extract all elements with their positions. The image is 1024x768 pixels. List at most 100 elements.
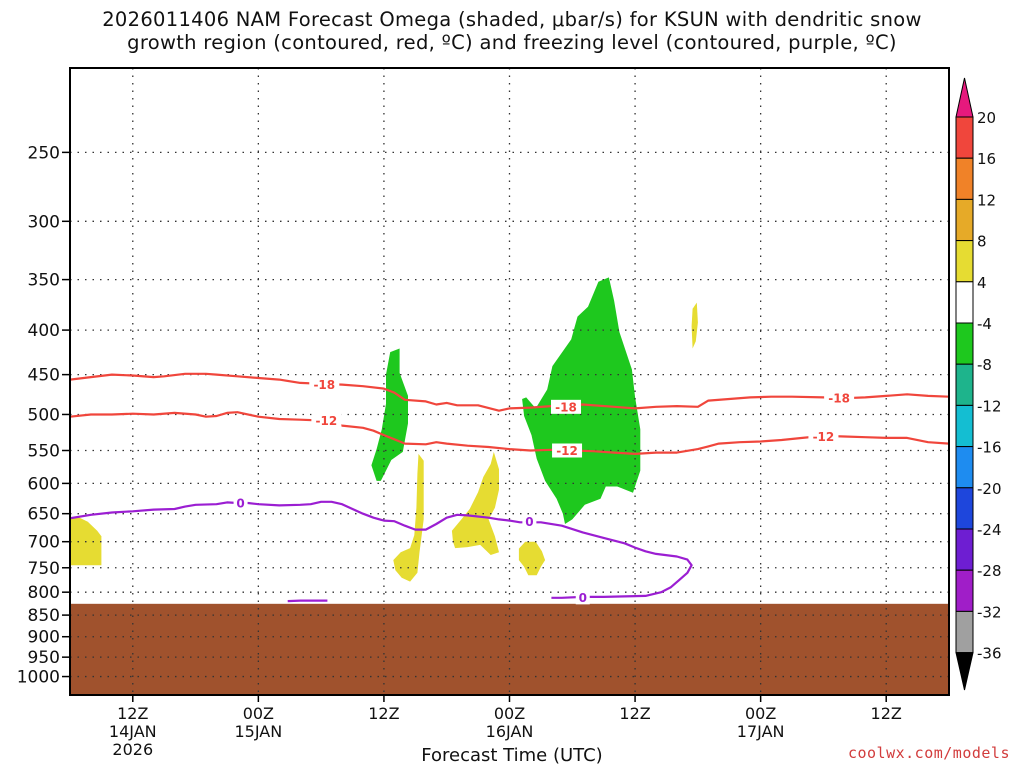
x-tick-label-4-line1: 12Z (619, 704, 650, 723)
colorbar-label-5: -4 (977, 315, 992, 333)
colorbar-label-13: -36 (977, 645, 1002, 663)
contour-line-0 (70, 372, 949, 412)
x-tick-label-5-line1: 00Z (745, 704, 776, 723)
omega-region-0 (371, 348, 408, 481)
ground-fill (70, 603, 949, 695)
colorbar-label-11: -28 (977, 562, 1002, 580)
contour-label-bg-1-0 (311, 413, 342, 428)
colorbar-swatch-10 (955, 528, 974, 571)
contour-line-1 (70, 411, 949, 455)
contour-label-bg-2-1 (522, 514, 537, 529)
contour-label-1-0: -12 (316, 414, 338, 428)
omega-shading-layer (70, 277, 698, 582)
colorbar-swatch-2 (955, 198, 974, 242)
colorbar-label-7: -12 (977, 397, 1002, 415)
x-tick-label-2-line1: 12Z (368, 704, 399, 723)
chart-title-line-1: 2026011406 NAM Forecast Omega (shaded, μ… (102, 8, 922, 31)
contour-label-1-1: -12 (556, 444, 578, 458)
x-tick-label-0-line1: 12Z (117, 704, 148, 723)
y-tick-label-850: 850 (28, 606, 60, 626)
contour-label-bg-0-0 (309, 377, 340, 392)
y-tick-label-600: 600 (28, 474, 60, 494)
x-tick-label-3-line1: 00Z (494, 704, 525, 723)
contour-label-bg-1-1 (552, 443, 583, 458)
x-axis-title: Forecast Time (UTC) (421, 745, 603, 766)
colorbar-swatch-9 (955, 487, 974, 530)
contour-layer (70, 372, 949, 603)
y-tick-label-250: 250 (28, 143, 60, 163)
contour-label-1-2: -12 (813, 430, 835, 444)
x-tick-label-5-line2: 17JAN (737, 722, 785, 741)
y-tick-label-400: 400 (28, 321, 60, 341)
contour-label-bg-2-0 (233, 496, 248, 511)
contour-label-0-1: -18 (555, 400, 577, 414)
contour-label-2-2: 0 (579, 591, 587, 605)
contour-label-bg-1-2 (808, 429, 839, 444)
x-tick-label-3-line2: 16JAN (486, 722, 534, 741)
contour-label-layer: -18 -18 -18 -12 -12 -12 0 0 0 (233, 377, 855, 605)
contour-label-2-0: 0 (236, 497, 244, 511)
y-tick-label-700: 700 (28, 533, 60, 553)
chart-title: 2026011406 NAM Forecast Omega (shaded, μ… (0, 8, 1024, 54)
contour-label-0-0: -18 (313, 378, 335, 392)
colorbar-label-1: 16 (977, 150, 996, 168)
y-tick-label-300: 300 (28, 212, 60, 232)
colorbar: 20 16 12 8 4 -4 -8 -12 -16 -20 -24 -28 -32 -36 (955, 77, 1002, 691)
colorbar-swatch-7 (955, 404, 974, 448)
x-tick-label-0-line2: 14JAN (109, 722, 157, 741)
x-tick-label-1-line2: 15JAN (234, 722, 282, 741)
omega-region-1 (522, 277, 641, 524)
y-axis: 2503003504004505005506006507007508008509… (17, 143, 70, 688)
y-tick-label-450: 450 (28, 366, 60, 386)
colorbar-swatch-11 (955, 569, 974, 612)
contour-label-bg-0-2 (824, 391, 855, 406)
chart-title-line-2: growth region (contoured, red, ºC) and f… (127, 31, 897, 54)
colorbar-label-4: 4 (977, 274, 987, 292)
colorbar-swatch-0 (955, 116, 974, 159)
colorbar-label-0: 20 (977, 109, 996, 127)
colorbar-label-12: -32 (977, 603, 1002, 621)
colorbar-swatch-3 (955, 240, 974, 283)
plot-area: -18 -18 -18 -12 -12 -12 0 0 0 (70, 68, 949, 695)
colorbar-label-10: -24 (977, 521, 1002, 539)
omega-region-6 (691, 302, 698, 349)
y-tick-label-350: 350 (28, 271, 60, 291)
contour-label-2-1: 0 (525, 515, 533, 529)
x-tick-label-0-line3: 2026 (112, 740, 153, 759)
contour-label-bg-2-2 (575, 590, 590, 605)
colorbar-label-2: 12 (977, 191, 996, 209)
colorbar-swatch-5 (955, 322, 974, 365)
contour-label-0-2: -18 (828, 392, 850, 406)
colorbar-swatch-6 (955, 363, 974, 406)
colorbar-top-arrow (955, 77, 974, 118)
ground-layer (70, 603, 949, 695)
y-tick-label-1000: 1000 (17, 668, 60, 688)
contour-label-bg-0-1 (551, 399, 582, 414)
y-tick-label-550: 550 (28, 442, 60, 462)
colorbar-bottom-arrow (955, 652, 974, 691)
x-tick-label-1-line1: 00Z (243, 704, 274, 723)
colorbar-label-6: -8 (977, 356, 992, 374)
colorbar-label-8: -16 (977, 439, 1002, 457)
colorbar-swatch-8 (955, 446, 974, 489)
omega-region-3 (393, 453, 424, 582)
y-tick-label-950: 950 (28, 648, 60, 668)
y-tick-label-650: 650 (28, 505, 60, 525)
omega-region-4 (451, 451, 499, 555)
grid-layer (70, 68, 949, 695)
colorbar-swatch-1 (955, 157, 974, 200)
colorbar-label-3: 8 (977, 233, 987, 251)
credit-text: coolwx.com/models (847, 744, 1010, 762)
x-tick-label-6-line1: 12Z (871, 704, 902, 723)
colorbar-swatch-4 (955, 281, 974, 324)
omega-region-5 (518, 541, 546, 576)
y-tick-label-500: 500 (28, 405, 60, 425)
colorbar-label-9: -20 (977, 480, 1002, 498)
colorbar-swatch-12 (955, 610, 974, 654)
y-tick-label-800: 800 (28, 583, 60, 603)
contour-line-2 (70, 500, 693, 599)
y-tick-label-750: 750 (28, 559, 60, 579)
y-tick-label-900: 900 (28, 628, 60, 648)
